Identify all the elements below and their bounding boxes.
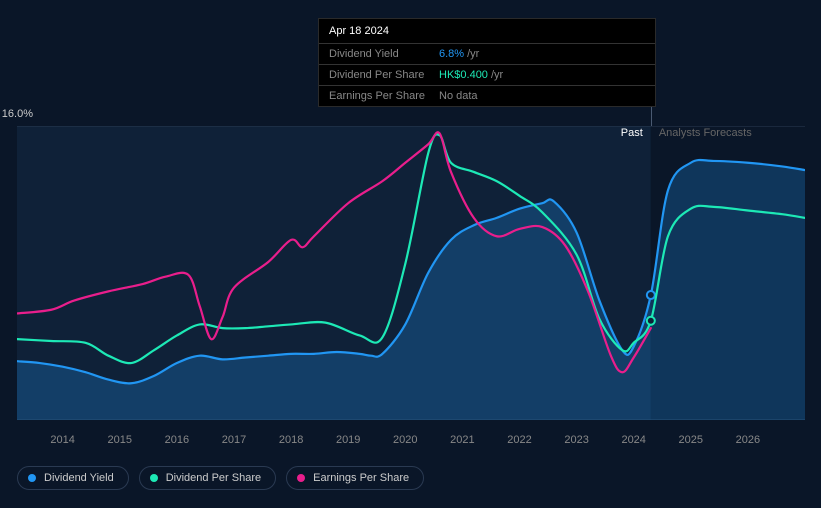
legend-item[interactable]: Dividend Yield xyxy=(17,466,129,490)
x-axis-tick-label: 2019 xyxy=(336,434,360,446)
past-label-text: Past xyxy=(621,127,643,139)
chart-svg xyxy=(17,126,805,420)
legend-dot-icon xyxy=(150,474,158,482)
x-axis-tick-label: 2023 xyxy=(564,434,588,446)
chart-tooltip: Apr 18 2024 Dividend Yield6.8%/yrDividen… xyxy=(318,18,656,107)
tooltip-row: Dividend Yield6.8%/yr xyxy=(319,44,655,65)
chart-legend: Dividend Yield Dividend Per Share Earnings… xyxy=(17,466,424,490)
tooltip-row-value: HK$0.400 xyxy=(439,69,488,81)
tooltip-row: Dividend Per ShareHK$0.400/yr xyxy=(319,65,655,86)
tooltip-row-unit: /yr xyxy=(467,48,479,60)
chart-plot-area[interactable]: Past Analysts Forecasts xyxy=(17,126,805,420)
tooltip-date: Apr 18 2024 xyxy=(319,19,655,44)
forecast-label-text: Analysts Forecasts xyxy=(659,127,752,139)
tooltip-row-unit: /yr xyxy=(491,69,503,81)
legend-item[interactable]: Dividend Per Share xyxy=(139,466,276,490)
x-axis-tick-label: 2024 xyxy=(621,434,645,446)
y-axis-max-label: 16.0% xyxy=(2,108,33,120)
forecast-region-label: Analysts Forecasts xyxy=(651,126,805,140)
past-region-label: Past xyxy=(17,126,651,140)
legend-dot-icon xyxy=(28,474,36,482)
x-axis-tick-label: 2014 xyxy=(50,434,74,446)
tooltip-row-label: Dividend Yield xyxy=(329,48,439,60)
x-axis-tick-label: 2016 xyxy=(165,434,189,446)
legend-dot-icon xyxy=(297,474,305,482)
tooltip-row-value: No data xyxy=(439,90,478,102)
tooltip-row-value: 6.8% xyxy=(439,48,464,60)
x-axis-tick-label: 2022 xyxy=(507,434,531,446)
tooltip-row-label: Dividend Per Share xyxy=(329,69,439,81)
x-axis-tick-label: 2026 xyxy=(736,434,760,446)
tooltip-row: Earnings Per ShareNo data xyxy=(319,86,655,106)
x-axis-tick-label: 2020 xyxy=(393,434,417,446)
legend-label: Dividend Per Share xyxy=(166,472,261,484)
x-axis-tick-label: 2021 xyxy=(450,434,474,446)
x-axis-tick-label: 2017 xyxy=(222,434,246,446)
x-axis-tick-label: 2018 xyxy=(279,434,303,446)
chart-container: 16.0% 0% Past Analysts Forecasts 2014201… xyxy=(0,100,821,460)
legend-label: Dividend Yield xyxy=(44,472,114,484)
x-axis-tick-label: 2015 xyxy=(108,434,132,446)
tooltip-row-label: Earnings Per Share xyxy=(329,90,439,102)
x-axis-ticks: 2014 2015 2016 2017 2018 2019 2020 2021 2022 2023… xyxy=(17,434,805,450)
legend-item[interactable]: Earnings Per Share xyxy=(286,466,424,490)
legend-label: Earnings Per Share xyxy=(313,472,409,484)
x-axis-tick-label: 2025 xyxy=(679,434,703,446)
